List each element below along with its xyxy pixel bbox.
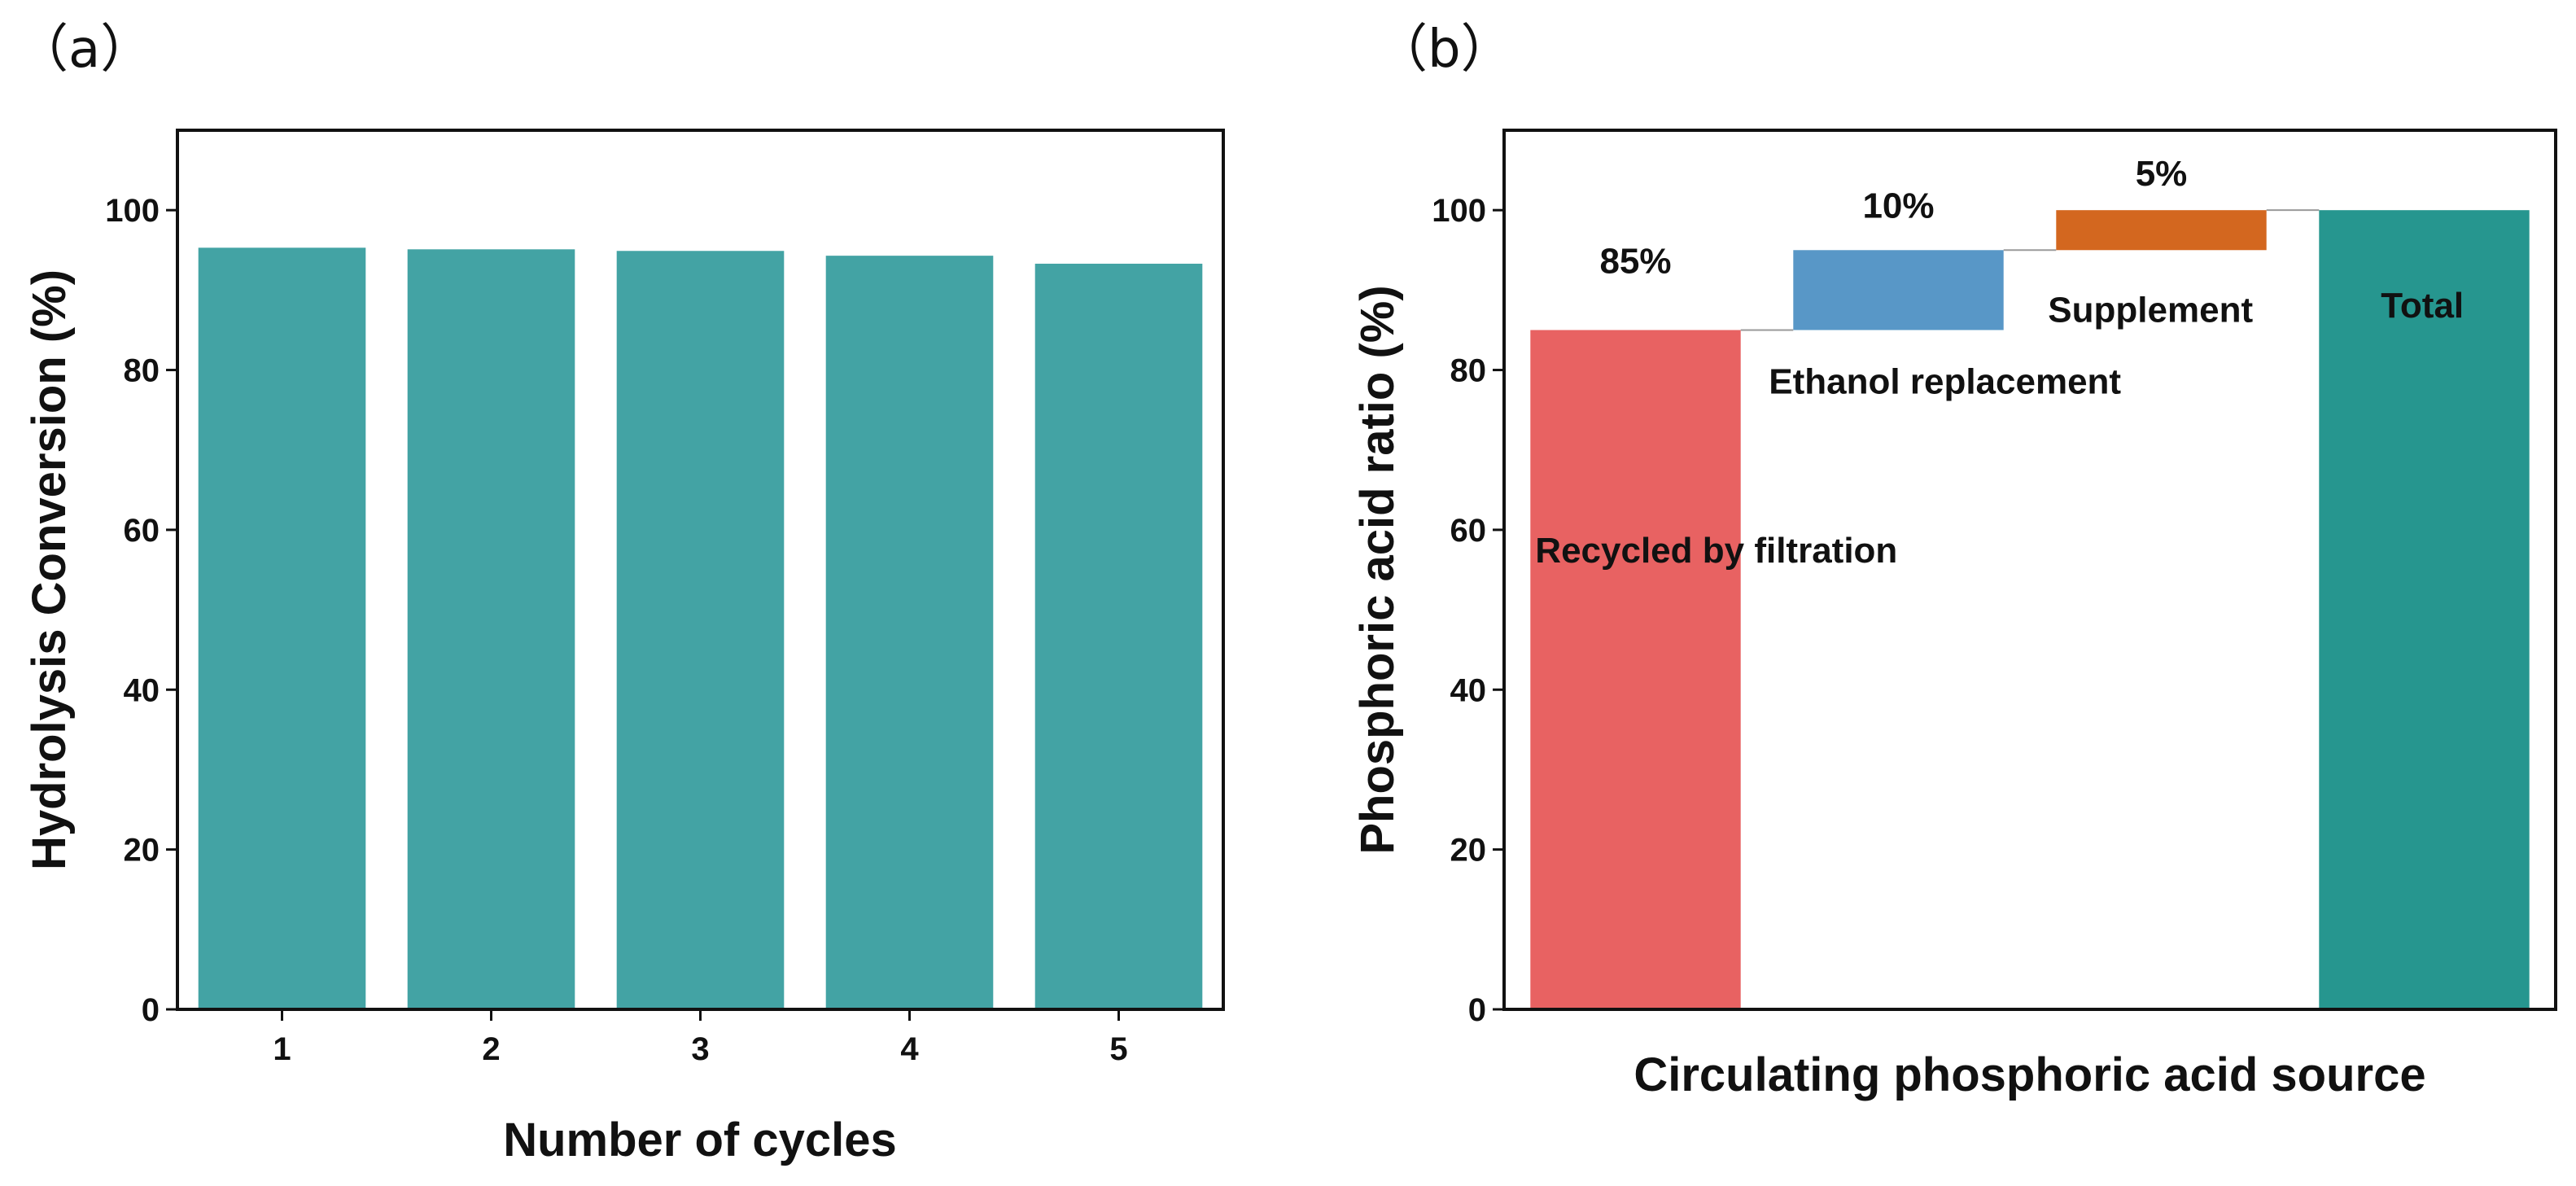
panel-a-x-tick-label-3: 3 [691,1031,709,1067]
panel-a-x-tick-label-2: 2 [482,1031,500,1067]
panel-b-y-axis: 0 20 40 60 80 100 [1432,193,1504,1028]
panel-b: （b） 0 20 40 60 80 100 85% Recycled by filtrati… [1351,20,2557,1101]
panel-b-value-label-ethanol-replacement: 10% [1862,186,1934,225]
panel-b-category-label-total: Total [2381,286,2464,326]
panel-a-y-tick-label-40: 40 [124,672,160,708]
panel-a-bar-1 [198,247,366,1009]
panel-b-bar-recycled-by-filtration [1530,330,1741,1009]
panel-b-value-label-recycled-by-filtration: 85% [1599,241,1671,281]
panel-a-y-tick-label-100: 100 [105,193,160,229]
panel-b-bars [1530,210,2530,1009]
panel-b-y-tick-label-0: 0 [1468,992,1486,1028]
panel-a-y-tick-label-60: 60 [124,513,160,549]
panel-a-x-tick-label-4: 4 [900,1031,919,1067]
panel-b-label: （b） [1375,20,1513,80]
panel-b-frame [1502,129,2557,1011]
panel-a-y-axis: 0 20 40 60 80 100 [105,193,177,1028]
panel-b-bar-ethanol-replacement [1793,250,2004,330]
panel-b-category-label-ethanol-replacement: Ethanol replacement [1769,361,2121,401]
panel-a-bars [198,247,1203,1010]
panel-b-value-label-supplement: 5% [2136,154,2188,194]
panel-a-bar-2 [407,249,575,1010]
panel-a-y-tick-label-20: 20 [124,833,160,869]
panel-a-bar-5 [1034,263,1203,1009]
panel-b-y-tick-label-40: 40 [1450,672,1487,708]
panel-a-x-tick-label-1: 1 [273,1031,291,1067]
panel-a-y-tick-label-80: 80 [124,353,160,389]
panel-a-x-tick-label-5: 5 [1109,1031,1127,1067]
panel-a-y-tick-label-0: 0 [142,992,160,1028]
panel-b-y-tick-label-60: 60 [1450,513,1487,549]
panel-b-y-axis-title: Phosphoric acid ratio (%) [1351,285,1404,854]
panel-a-bar-4 [825,256,994,1009]
panel-b-y-tick-label-100: 100 [1432,193,1486,229]
panel-b-category-label-supplement: Supplement [2048,290,2253,330]
panel-a-x-axis: 1 2 3 4 5 [273,1009,1128,1067]
panel-b-bar-supplement [2056,210,2267,251]
panel-b-x-axis-title: Circulating phosphoric acid source [1634,1048,2425,1101]
panel-a-x-axis-title: Number of cycles [503,1114,897,1166]
panel-b-category-label-recycled-by-filtration: Recycled by filtration [1535,531,1897,571]
panel-b-annotations: 85% Recycled by filtration 10% Ethanol repl… [1535,154,2464,571]
panel-b-bar-total [2319,210,2530,1009]
panel-a-label: （a） [16,20,152,80]
panel-b-y-tick-label-80: 80 [1450,353,1487,389]
panel-a-y-axis-title: Hydrolysis Conversion (%) [23,269,76,870]
panel-b-connectors [1740,209,2320,331]
panel-a-bar-3 [616,251,785,1010]
panel-b-y-tick-label-20: 20 [1450,833,1487,869]
